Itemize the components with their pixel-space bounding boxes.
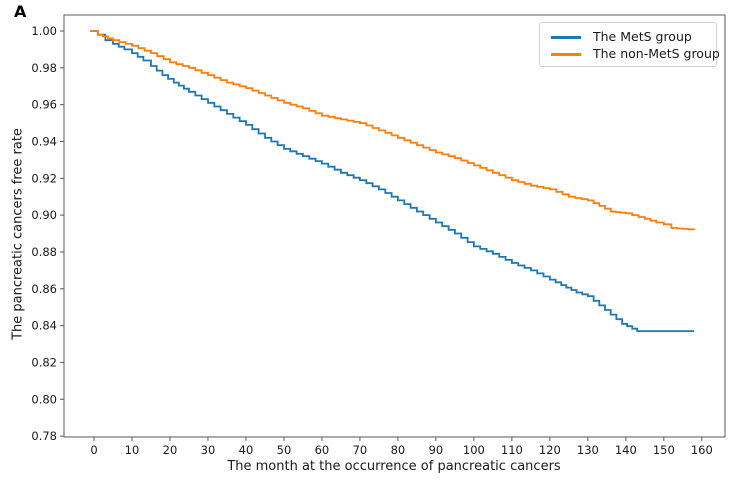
x-tick-label: 140 <box>615 443 637 457</box>
legend-item-non-mets: The non-MetS group <box>551 46 720 62</box>
axes-spines <box>63 14 726 438</box>
y-tick-label: 0.92 <box>31 171 57 185</box>
legend: The MetS group The non-MetS group <box>539 22 720 67</box>
y-tick-label: 0.88 <box>31 245 57 259</box>
legend-label-mets: The MetS group <box>593 29 692 44</box>
y-tick-label: 0.78 <box>31 429 57 443</box>
y-tick-label: 0.82 <box>31 355 57 369</box>
y-tick-label: 0.86 <box>31 282 57 296</box>
x-tick-label: 30 <box>201 443 216 457</box>
x-tick-label: 130 <box>577 443 599 457</box>
x-tick-label: 90 <box>429 443 444 457</box>
y-tick-label: 0.94 <box>31 134 57 148</box>
y-tick-label: 0.96 <box>31 98 57 112</box>
legend-label-non-mets: The non-MetS group <box>593 46 720 61</box>
series-path-mets <box>90 30 695 332</box>
x-axis-title: The month at the occurrence of pancreati… <box>227 459 561 474</box>
y-tick-label: 0.84 <box>31 319 57 333</box>
y-tick-label: 0.80 <box>31 392 57 406</box>
mets-line-swatch <box>551 35 581 39</box>
x-tick-label: 0 <box>90 443 97 457</box>
x-tick-label: 70 <box>353 443 368 457</box>
series-path-non-mets <box>90 30 696 231</box>
x-tick-label: 100 <box>463 443 485 457</box>
x-tick-label: 60 <box>315 443 330 457</box>
x-tick-label: 20 <box>163 443 178 457</box>
x-tick-label: 10 <box>125 443 140 457</box>
y-tick-label: 1.00 <box>31 24 57 38</box>
y-axis-title: The pancreatic cancers free rate <box>10 128 26 340</box>
x-tick-label: 120 <box>539 443 561 457</box>
x-tick-label: 150 <box>653 443 675 457</box>
panel-label: A <box>14 2 27 21</box>
x-tick-label: 160 <box>691 443 713 457</box>
non-mets-line-swatch <box>551 52 581 56</box>
x-tick-label: 50 <box>277 443 292 457</box>
x-tick-label: 80 <box>391 443 406 457</box>
legend-item-mets: The MetS group <box>551 29 716 45</box>
y-tick-label: 0.90 <box>31 208 57 222</box>
x-tick-label: 110 <box>501 443 523 457</box>
y-tick-label: 0.98 <box>31 61 57 75</box>
x-tick-label: 40 <box>239 443 254 457</box>
